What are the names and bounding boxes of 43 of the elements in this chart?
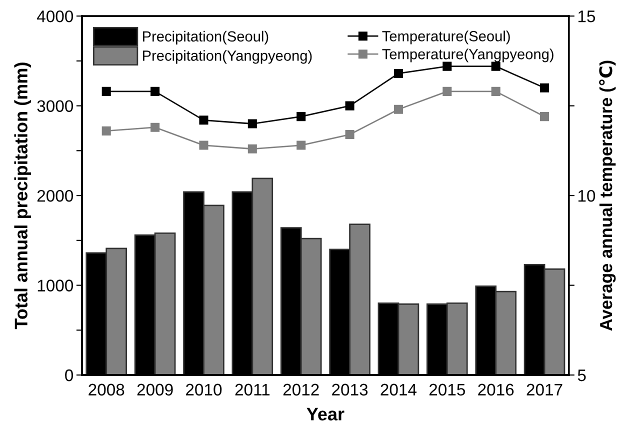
x-tick-label: 2015 [429,384,465,396]
point [199,140,208,150]
y-tick-label: 4000 [36,10,74,22]
point [150,122,160,132]
point [491,86,500,96]
point [150,86,160,96]
x-tick-label: 2013 [332,384,368,396]
point [296,112,306,122]
point [248,119,257,128]
point [248,144,257,154]
y2-axis-title: Average annual temperature (℃) [599,60,616,331]
y-tick-label: 3000 [37,100,74,112]
point [199,116,208,125]
point [394,68,403,78]
point [540,83,550,92]
point [102,86,111,96]
y-tick-label: 1000 [38,280,74,292]
y2-tick-label: 15 [578,10,596,22]
x-tick-label: 2012 [283,384,319,396]
point [296,140,306,150]
y2-tick-label: 10 [578,190,596,202]
x-tick-label: 2017 [526,384,562,396]
x-axis-title: Year [306,408,344,420]
x-tick-label: 2008 [88,384,124,396]
x-tick-label: 2009 [137,384,173,396]
legend-label: Temperature(Yangpyeong) [382,48,554,62]
point [345,101,354,110]
y2-tick-label: 5 [578,370,586,382]
point [102,126,111,136]
point [442,86,452,96]
x-tick-label: 2014 [380,384,417,396]
legend-label: Precipitation(Yangpyeong) [143,50,312,64]
y-tick-label: 2000 [37,190,74,202]
y-tick-label: 0 [65,369,74,382]
legend-label: Precipitation(Seoul) [143,30,268,44]
y-axis-title: Total annual precipitation (mm) [14,62,32,330]
x-tick-label: 2011 [235,384,270,396]
point [345,130,354,140]
point [540,112,550,122]
x-tick-label: 2016 [478,384,514,396]
point [394,104,403,114]
x-tick-label: 2010 [186,384,222,396]
legend-label: Temperature(Seoul) [382,30,510,44]
